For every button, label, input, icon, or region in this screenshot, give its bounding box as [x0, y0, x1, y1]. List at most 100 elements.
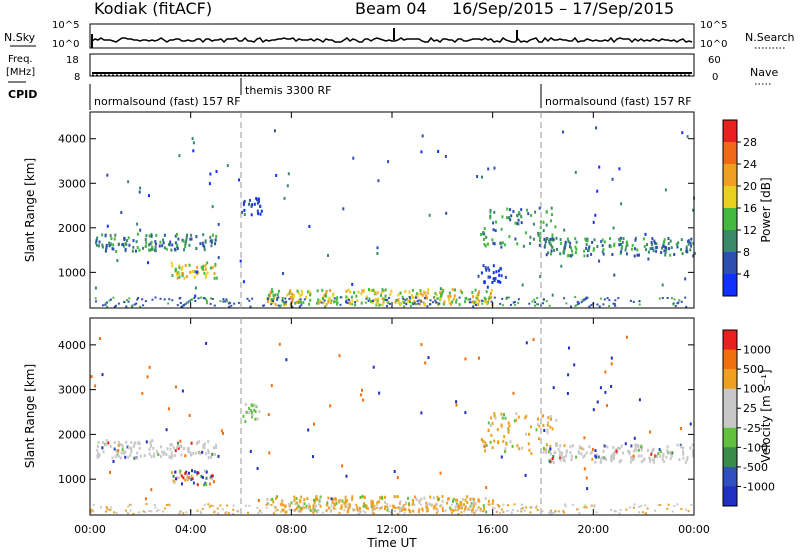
echo-cell [190, 453, 192, 457]
echo-cell [608, 299, 611, 302]
echo-cell [177, 476, 180, 480]
echo-cell [253, 403, 256, 407]
echo-cell [312, 455, 314, 459]
echo-cell [293, 495, 296, 499]
echo-cell [365, 506, 368, 510]
echo-cell [104, 233, 107, 237]
echo-cell [92, 503, 95, 506]
echo-cell [566, 392, 569, 395]
echo-cell [209, 266, 212, 270]
echo-cell [178, 264, 181, 268]
echo-cell [120, 211, 123, 214]
echo-cell [583, 467, 586, 471]
echo-cell [602, 248, 605, 252]
echo-cell [642, 237, 645, 241]
echo-cell [317, 301, 320, 305]
echo-cell [492, 228, 495, 232]
echo-cell [199, 510, 202, 513]
echo-cell [405, 501, 408, 505]
echo-cell [287, 172, 290, 176]
echo-cell [633, 436, 636, 440]
echo-cell [586, 239, 589, 243]
echo-cell [661, 283, 664, 287]
echo-cell [587, 249, 589, 253]
echo-cell [176, 445, 178, 449]
echo-cell [647, 257, 650, 261]
echo-cell [316, 289, 319, 293]
echo-cell [203, 503, 206, 506]
echo-cell [356, 299, 359, 303]
echo-cell [296, 300, 299, 304]
echo-cell [212, 233, 214, 237]
echo-cell [471, 291, 474, 295]
echo-cell [442, 289, 445, 293]
echo-cell [179, 439, 182, 443]
echo-cell [130, 441, 133, 445]
echo-cell [178, 154, 181, 158]
echo-cell [270, 384, 273, 388]
echo-cell [113, 447, 116, 451]
echo-cell [336, 296, 339, 300]
echo-cell [203, 483, 205, 487]
echo-cell [148, 234, 151, 238]
echo-cell [318, 503, 321, 506]
colorbar-swatch [723, 427, 737, 448]
echo-cell [342, 207, 345, 211]
echo-cell [420, 300, 423, 303]
colorbar-swatch [723, 330, 737, 351]
echo-cell [312, 511, 315, 514]
echo-cell [150, 240, 153, 244]
echo-cell [459, 289, 462, 293]
echo-cell [665, 246, 668, 250]
echo-cell [448, 298, 451, 301]
echo-cell [488, 296, 491, 300]
echo-cell [483, 296, 486, 300]
echo-cell [651, 237, 654, 241]
echo-cell [532, 338, 535, 342]
echo-cell [555, 418, 558, 422]
echo-cell [267, 293, 270, 297]
echo-cell [182, 512, 185, 515]
echo-cell [595, 511, 598, 514]
echo-cell [381, 303, 384, 307]
echo-cell [392, 505, 395, 509]
echo-cell [399, 509, 402, 512]
echo-cell [520, 507, 523, 510]
echo-cell [129, 509, 132, 512]
echo-cell [606, 445, 609, 449]
echo-cell [408, 290, 411, 294]
echo-cell [549, 509, 552, 512]
echo-cell [260, 209, 263, 213]
echo-cell [619, 251, 622, 255]
echo-cell [537, 423, 540, 427]
echo-cell [604, 390, 607, 394]
echo-cell [277, 304, 280, 307]
echo-cell [368, 297, 371, 301]
echo-cell [552, 238, 555, 242]
echo-cell [291, 305, 294, 308]
echo-cell [491, 446, 494, 450]
echo-cell [209, 235, 212, 239]
echo-cell [139, 186, 142, 190]
echo-cell [489, 424, 492, 428]
echo-cell [361, 289, 364, 293]
echo-cell [641, 511, 644, 514]
echo-cell [460, 511, 463, 514]
echo-cell [96, 445, 99, 448]
echo-cell [117, 444, 120, 448]
echo-cell [145, 503, 148, 505]
echo-cell [620, 246, 623, 250]
echo-cell [600, 240, 603, 244]
echo-cell [615, 451, 618, 455]
echo-cell [338, 511, 341, 514]
echo-cell [354, 509, 357, 511]
echo-cell [297, 509, 300, 513]
echo-cell [567, 373, 570, 377]
echo-cell [105, 248, 107, 252]
echo-cell [535, 303, 538, 306]
echo-cell [547, 416, 550, 420]
echo-cell [398, 303, 401, 306]
echo-cell [222, 300, 225, 303]
echo-cell [492, 271, 495, 275]
colorbar-tick-label: 1000 [743, 344, 771, 357]
